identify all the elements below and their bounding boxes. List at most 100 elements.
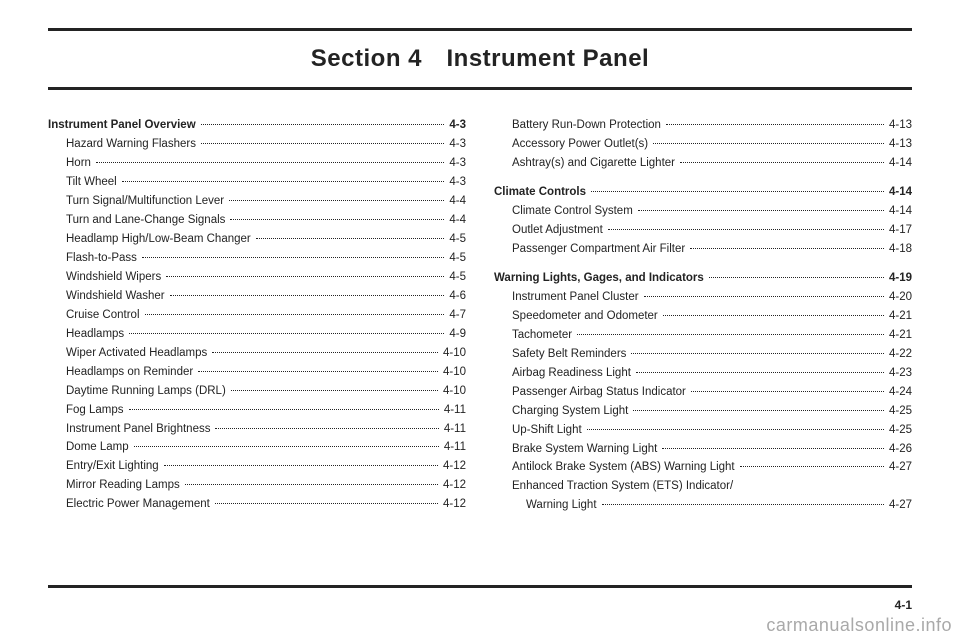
toc-label: Headlamps [66,325,124,344]
toc-entry: Mirror Reading Lamps4-12 [48,476,466,495]
toc-label: Ashtray(s) and Cigarette Lighter [512,154,675,173]
toc-label: Instrument Panel Overview [48,116,196,135]
toc-entry: Charging System Light4-25 [494,402,912,421]
toc-leader-dots [145,314,445,315]
toc-page-ref: 4-11 [444,438,466,457]
toc-leader-dots [170,295,445,296]
toc-entry: Tachometer 4-21 [494,326,912,345]
toc-leader-dots [201,143,444,144]
toc-entry: Turn Signal/Multifunction Lever 4-4 [48,192,466,211]
toc-entry: Enhanced Traction System (ETS) Indicator… [494,477,912,496]
toc-leader-dots [201,124,445,125]
toc-leader-dots [185,484,438,485]
toc-entry: Horn4-3 [48,154,466,173]
toc-label: Windshield Wipers [66,268,161,287]
toc-page-ref: 4-4 [449,211,466,230]
toc-page-ref: 4-5 [449,268,466,287]
toc-label: Turn Signal/Multifunction Lever [66,192,224,211]
toc-page-ref: 4-3 [449,173,466,192]
toc-label: Windshield Washer [66,287,165,306]
toc-entry: Ashtray(s) and Cigarette Lighter 4-14 [494,154,912,173]
toc-entry: Outlet Adjustment4-17 [494,221,912,240]
toc-label: Electric Power Management [66,495,210,514]
toc-entry: Entry/Exit Lighting4-12 [48,457,466,476]
toc-label: Dome Lamp [66,438,129,457]
toc-leader-dots [256,238,445,239]
toc-entry: Tilt Wheel4-3 [48,173,466,192]
toc-page-ref: 4-20 [889,288,912,307]
toc-page-ref: 4-13 [889,116,912,135]
toc-label: Horn [66,154,91,173]
toc-label: Fog Lamps [66,401,124,420]
toc-label: Up-Shift Light [512,421,582,440]
toc-label: Entry/Exit Lighting [66,457,159,476]
toc-leader-dots [662,448,884,449]
toc-left-column: Instrument Panel Overview 4-3 Hazard Warni… [48,116,466,515]
toc-label: Safety Belt Reminders [512,345,626,364]
toc-page-ref: 4-4 [449,192,466,211]
toc-leader-dots [577,334,884,335]
toc-page-ref: 4-10 [443,344,466,363]
toc-entry: Warning Lights, Gages, and Indicators4-1… [494,269,912,288]
toc-entry: Warning Light4-27 [494,496,912,515]
toc-page-ref: 4-21 [889,326,912,345]
toc-entry: Airbag Readiness Light4-23 [494,364,912,383]
toc-label: Outlet Adjustment [512,221,603,240]
toc-label: Battery Run-Down Protection [512,116,661,135]
toc-leader-dots [608,229,884,230]
toc-label: Passenger Airbag Status Indicator [512,383,686,402]
toc-page-ref: 4-24 [889,383,912,402]
watermark: carmanualsonline.info [766,615,952,636]
toc-label: Brake System Warning Light [512,440,657,459]
toc-page-ref: 4-14 [889,154,912,173]
toc-leader-dots [129,333,444,334]
toc-page-ref: 4-26 [889,440,912,459]
toc-page-ref: 4-14 [889,202,912,221]
toc-label: Instrument Panel Cluster [512,288,639,307]
toc-label: Tachometer [512,326,572,345]
toc-leader-dots [638,210,884,211]
toc-label: Enhanced Traction System (ETS) Indicator… [512,477,733,496]
toc-page-ref: 4-11 [444,401,466,420]
toc-entry: Up-Shift Light4-25 [494,421,912,440]
toc-entry: Headlamp High/Low-Beam Changer 4-5 [48,230,466,249]
toc-label: Headlamps on Reminder [66,363,193,382]
toc-leader-dots [691,391,884,392]
toc-entry: Cruise Control4-7 [48,306,466,325]
toc-label: Climate Controls [494,183,586,202]
toc-page-ref: 4-22 [889,345,912,364]
toc-page-ref: 4-5 [449,230,466,249]
toc-entry: Instrument Panel Cluster 4-20 [494,288,912,307]
toc-page-ref: 4-10 [443,363,466,382]
toc-leader-dots [740,466,884,467]
toc-page-ref: 4-25 [889,402,912,421]
toc-page-ref: 4-7 [449,306,466,325]
toc-leader-dots [229,200,444,201]
toc-leader-dots [663,315,884,316]
toc-leader-dots [198,371,438,372]
toc-page-ref: 4-13 [889,135,912,154]
toc-page-ref: 4-6 [449,287,466,306]
toc-entry: Instrument Panel Brightness 4-11 [48,420,466,439]
toc-entry: Daytime Running Lamps (DRL)4-10 [48,382,466,401]
toc-entry: Hazard Warning Flashers4-3 [48,135,466,154]
toc-page-ref: 4-10 [443,382,466,401]
toc-entry: Speedometer and Odometer4-21 [494,307,912,326]
toc-page-ref: 4-12 [443,476,466,495]
top-rule [48,28,912,31]
toc-page-ref: 4-19 [889,269,912,288]
toc-label: Headlamp High/Low-Beam Changer [66,230,251,249]
toc-leader-dots [602,504,884,505]
toc-entry: Wiper Activated Headlamps4-10 [48,344,466,363]
toc-leader-dots [122,181,445,182]
toc-page-ref: 4-11 [444,420,466,439]
toc-entry: Passenger Airbag Status Indicator 4-24 [494,383,912,402]
toc-entry: Climate Controls4-14 [494,183,912,202]
toc-label: Instrument Panel Brightness [66,420,210,439]
toc-leader-dots [631,353,884,354]
toc-page-ref: 4-12 [443,495,466,514]
toc-leader-dots [134,446,439,447]
toc-page-ref: 4-27 [889,458,912,477]
toc-leader-dots [591,191,884,192]
page-container: Section 4 Instrument Panel Instrument Pa… [0,0,960,640]
